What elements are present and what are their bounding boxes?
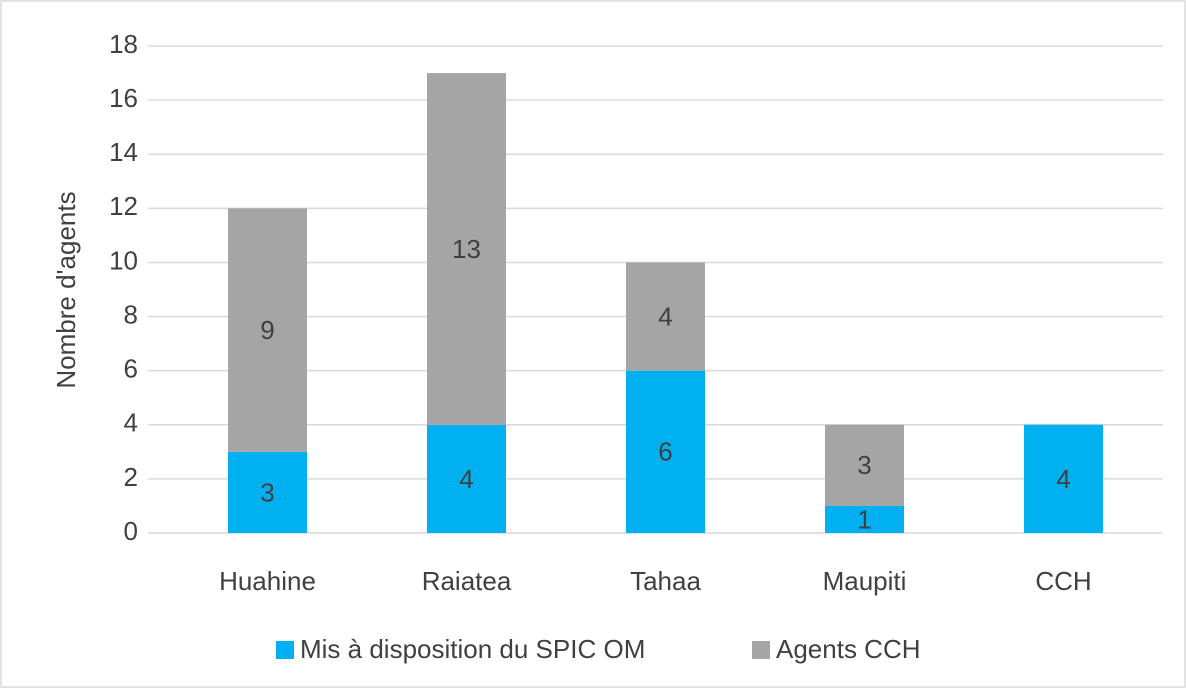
x-tick-label: Maupiti: [823, 566, 907, 596]
bar-segment: [1024, 424, 1103, 533]
legend-swatch: [276, 641, 294, 659]
data-label: 13: [452, 234, 481, 264]
data-label: 4: [658, 301, 672, 331]
bar-segment: [825, 424, 904, 506]
y-tick-label: 6: [124, 354, 138, 384]
y-tick-label: 14: [109, 137, 138, 167]
y-tick-label: 10: [109, 245, 138, 275]
x-tick-label: Raiatea: [422, 566, 512, 596]
bar-segment: [825, 505, 904, 533]
bar-segment: [427, 73, 506, 425]
bar-segment: [626, 370, 705, 533]
y-tick-label: 8: [124, 299, 138, 329]
data-label: 3: [260, 477, 274, 507]
legend-swatch: [752, 641, 770, 659]
y-tick-label: 4: [124, 408, 138, 438]
y-tick-label: 16: [109, 83, 138, 113]
bar-segment: [228, 208, 307, 452]
data-label: 4: [1056, 464, 1070, 494]
bar-segment: [626, 262, 705, 371]
data-label: 4: [459, 464, 473, 494]
y-tick-label: 0: [124, 516, 138, 546]
y-tick-label: 2: [124, 462, 138, 492]
x-tick-label: Huahine: [219, 566, 316, 596]
y-tick-label: 18: [109, 29, 138, 59]
data-label: 3: [857, 450, 871, 480]
data-label: 9: [260, 315, 274, 345]
x-tick-label: Tahaa: [630, 566, 701, 596]
y-tick-label: 12: [109, 191, 138, 221]
data-label: 6: [658, 437, 672, 467]
legend-label: Mis à disposition du SPIC OM: [300, 634, 645, 664]
bar-segment: [427, 424, 506, 533]
bar-segment: [228, 451, 307, 533]
y-axis-label: Nombre d'agents: [51, 191, 81, 388]
data-label: 1: [857, 504, 871, 534]
legend-label: Agents CCH: [776, 634, 921, 664]
x-tick-label: CCH: [1035, 566, 1091, 596]
